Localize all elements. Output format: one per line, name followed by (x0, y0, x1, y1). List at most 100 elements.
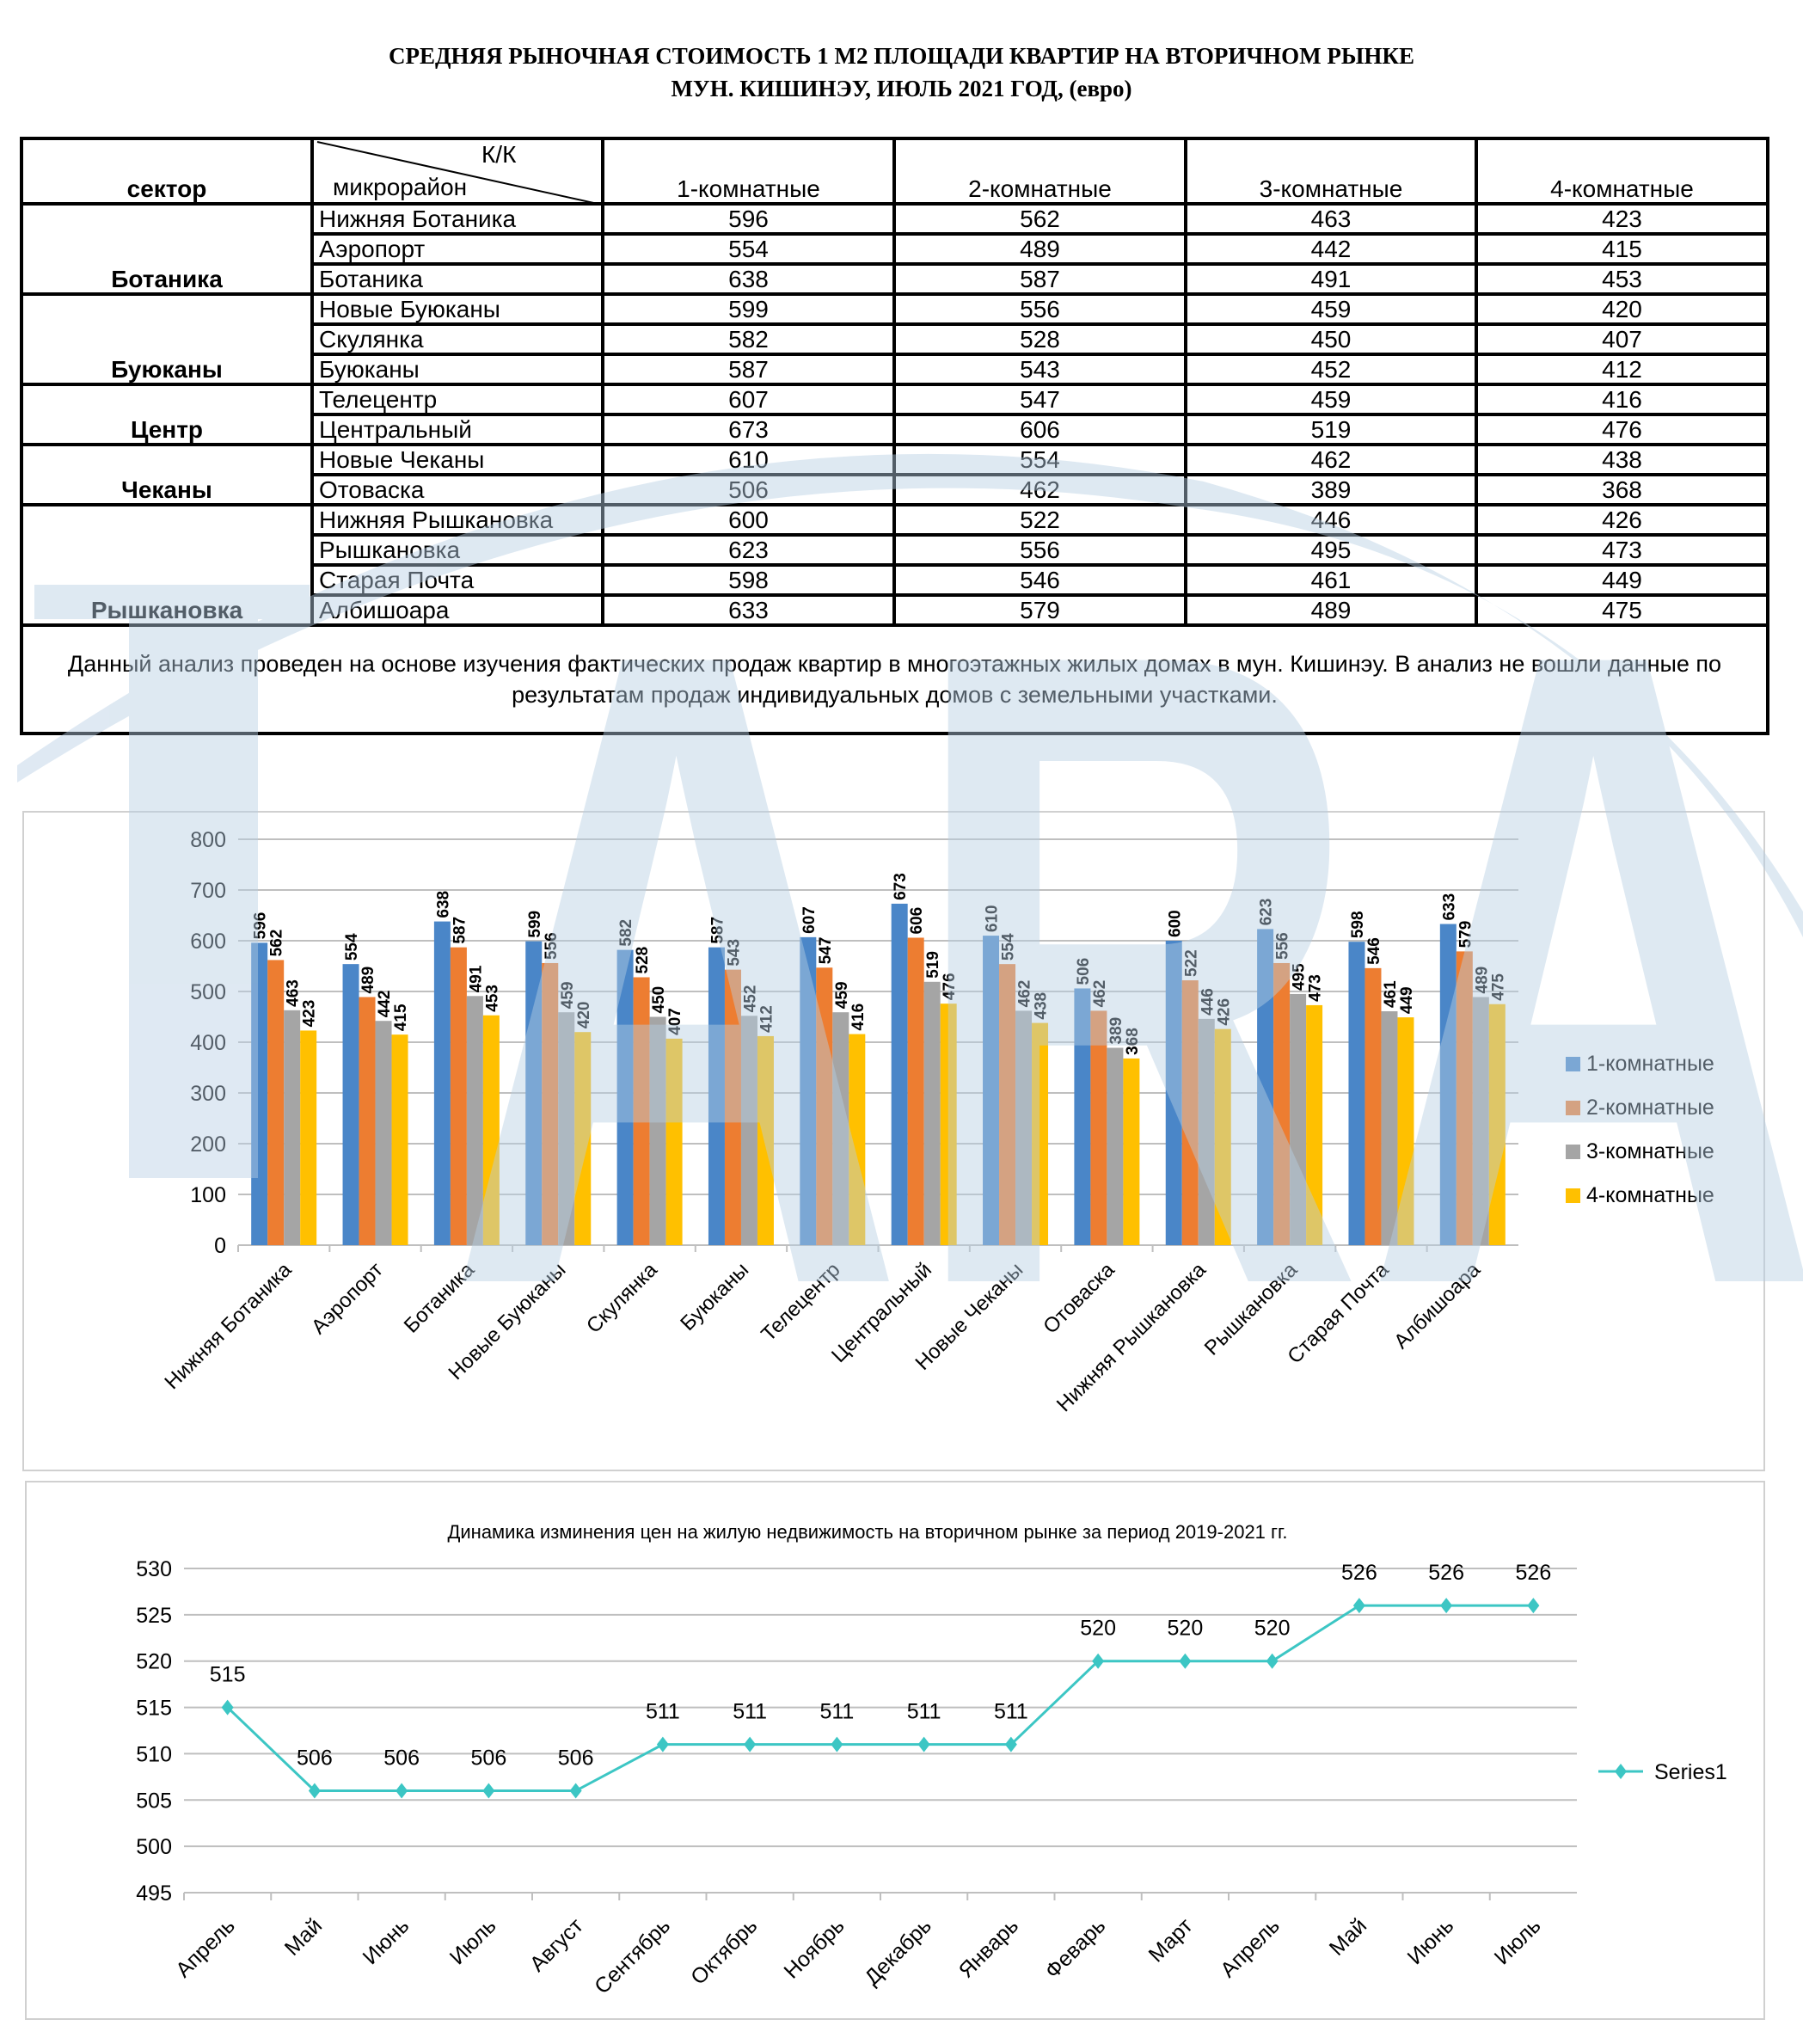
data-point-marker (831, 1736, 843, 1752)
legend-label: Series1 (1654, 1760, 1727, 1784)
data-label: 528 (634, 947, 652, 974)
x-tick-label: Апрель (1216, 1913, 1285, 1982)
legend-marker (1615, 1764, 1627, 1779)
data-label: 506 (558, 1746, 594, 1771)
price-cell: 389 (1184, 473, 1478, 506)
x-tick-label: Март (1144, 1913, 1198, 1967)
price-cell: 556 (892, 292, 1187, 326)
price-cell: 489 (1184, 593, 1478, 627)
bar (1397, 1017, 1414, 1245)
price-cell: 587 (892, 262, 1187, 296)
bar (724, 969, 741, 1245)
data-label: 420 (575, 1001, 593, 1028)
data-point-marker (1527, 1598, 1540, 1614)
data-label: 475 (1489, 973, 1507, 1001)
price-cell: 623 (601, 533, 896, 567)
price-cell: 489 (892, 232, 1187, 266)
x-tick-label: Май (280, 1913, 327, 1960)
data-label: 476 (941, 973, 959, 1000)
table-row: Центральный 673 606 519 476 (21, 413, 1769, 446)
data-label: 673 (892, 873, 910, 900)
price-cell: 554 (601, 232, 896, 266)
data-label: 438 (1033, 992, 1051, 1020)
price-cell: 522 (892, 503, 1187, 537)
x-tick-label: Сентябрь (590, 1913, 675, 1998)
data-label: 606 (908, 907, 926, 935)
data-point-marker (396, 1783, 408, 1799)
bar (525, 941, 543, 1245)
data-label: 461 (1382, 980, 1400, 1008)
data-label: 519 (924, 951, 942, 979)
data-label: 638 (434, 891, 452, 918)
bar (832, 1012, 849, 1245)
price-cell: 547 (892, 383, 1187, 416)
data-label: 442 (376, 991, 394, 1018)
x-tick-label: Скулянка (582, 1258, 662, 1338)
data-label: 526 (1341, 1561, 1377, 1585)
price-cell: 607 (601, 383, 896, 416)
district-cell: Буюканы (310, 353, 604, 386)
y-tick-label: 500 (190, 980, 226, 1004)
line-chart: Динамика изминения цен на жилую недвижим… (136, 1521, 1727, 1998)
y-tick-label: 500 (136, 1835, 172, 1859)
data-label: 526 (1428, 1561, 1464, 1585)
y-tick-label: 200 (190, 1132, 226, 1157)
bar (359, 997, 376, 1245)
price-cell: 554 (892, 443, 1187, 476)
bar (542, 962, 559, 1245)
table-row: Чеканы Новые Чеканы 610 554 462 438 (20, 443, 1769, 506)
x-tick-label: Телецентр (757, 1258, 844, 1346)
data-label: 546 (1365, 937, 1383, 965)
data-point-marker (569, 1783, 582, 1799)
data-label: 556 (543, 932, 561, 960)
legend-swatch (1566, 1101, 1580, 1115)
x-tick-label: Ноябрь (779, 1913, 849, 1983)
bar (1439, 924, 1457, 1245)
price-cell: 599 (601, 292, 896, 326)
bar (849, 1034, 866, 1245)
data-label: 587 (451, 917, 469, 944)
data-label: 547 (817, 937, 835, 965)
district-cell: Ботаника (310, 262, 604, 296)
price-cell: 633 (601, 593, 896, 627)
header-diagonal-cell: К/К микрорайон (310, 137, 604, 206)
district-cell: Новые Буюканы (310, 292, 604, 326)
x-tick-label: Буюканы (676, 1258, 753, 1335)
diagonal-line (316, 142, 586, 200)
bar (923, 981, 941, 1245)
x-tick-label: Нижняя Ботаника (160, 1258, 296, 1394)
table-row: Аэропорт 554 489 442 415 (21, 232, 1769, 266)
data-point-marker (1440, 1598, 1453, 1614)
x-tick-label: Октябрь (686, 1913, 762, 1989)
note-text: Данный анализ проведен на основе изучени… (20, 623, 1769, 735)
price-cell: 462 (892, 473, 1187, 506)
district-cell: Нижняя Ботаника (310, 202, 604, 236)
bar (800, 936, 817, 1245)
data-label: 511 (733, 1700, 767, 1724)
price-cell: 519 (1184, 413, 1478, 446)
data-label: 489 (359, 967, 377, 994)
data-point-marker (656, 1736, 669, 1752)
district-cell: Отоваска (310, 473, 604, 506)
bar (558, 1012, 575, 1245)
data-point-marker (917, 1736, 930, 1752)
data-label: 554 (1000, 933, 1018, 961)
data-point-marker (1092, 1653, 1105, 1669)
price-cell: 582 (601, 322, 896, 356)
data-label: 522 (1182, 949, 1200, 977)
district-cell: Телецентр (310, 383, 604, 416)
header-sector: сектор (20, 137, 314, 206)
sector-cell: Рышкановка (20, 503, 314, 627)
table-header-row: сектор К/К микрорайон 1-комнатные 2-комн… (20, 137, 1769, 206)
price-cell: 579 (892, 593, 1187, 627)
price-cell: 495 (1184, 533, 1478, 567)
district-cell: Новые Чеканы (310, 443, 604, 476)
legend-label: 2-комнатные (1586, 1096, 1714, 1120)
bar (1123, 1058, 1140, 1245)
data-label: 495 (1291, 963, 1309, 991)
district-cell: Старая Почта (310, 563, 604, 597)
data-label: 598 (1349, 911, 1367, 938)
bar (1381, 1011, 1398, 1245)
data-label: 587 (708, 917, 727, 944)
